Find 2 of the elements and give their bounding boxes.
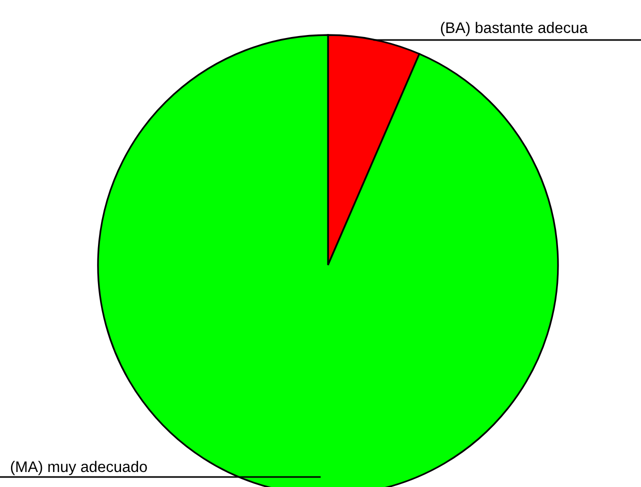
slice-label: (BA) bastante adecua	[440, 22, 588, 36]
slice-label: (MA) muy adecuado	[10, 460, 147, 476]
